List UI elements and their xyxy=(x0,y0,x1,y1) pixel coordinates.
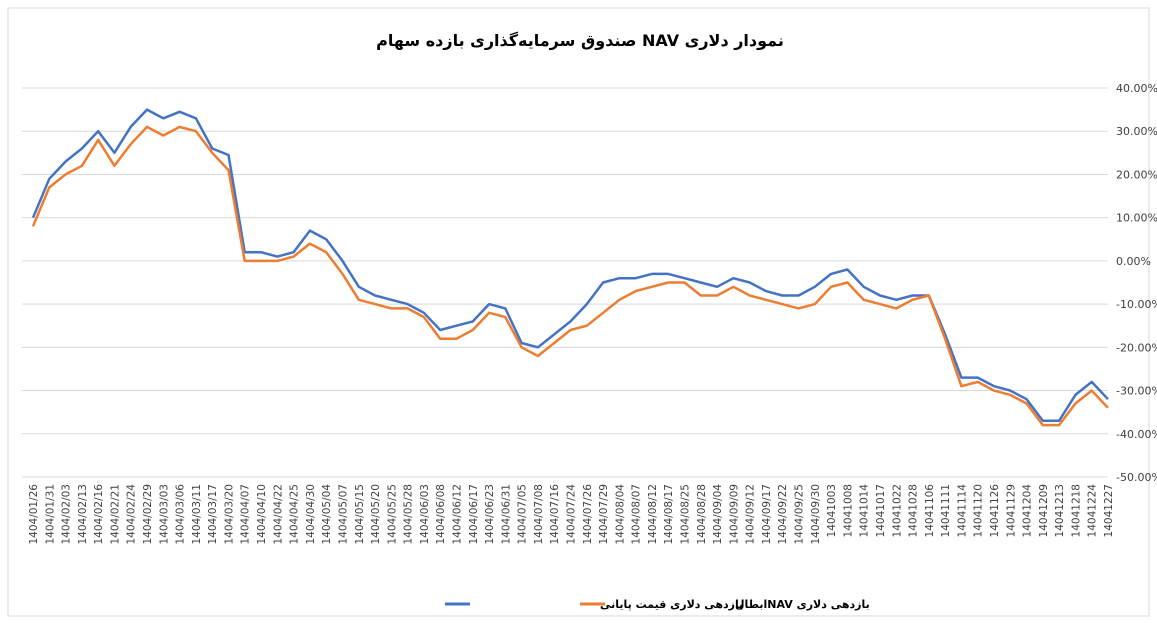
y-tick-label: -20.00% xyxy=(1116,341,1157,354)
x-tick-label: 1404/09/17 xyxy=(761,484,773,545)
x-tick-label: 1404/04/10 xyxy=(256,484,268,545)
x-tick-label: 1404/07/16 xyxy=(549,484,561,545)
x-tick-label: 14041209 xyxy=(1038,484,1050,537)
y-tick-label: -50.00% xyxy=(1116,471,1157,484)
x-tick-label: 1404/08/17 xyxy=(663,484,675,545)
x-tick-label: 1404/07/05 xyxy=(517,484,529,545)
x-tick-label: 14041017 xyxy=(875,484,887,537)
x-tick-label: 1404/05/28 xyxy=(403,484,415,545)
chart-title: نمودار دلاری NAV صندوق سرمایه‌گذاری بازد… xyxy=(376,31,784,50)
x-tick-label: 14041120 xyxy=(973,484,985,537)
x-tick-label: 1404/08/12 xyxy=(647,484,659,545)
x-tick-label: 14041218 xyxy=(1070,484,1082,537)
x-tick-label: 1404/09/04 xyxy=(712,484,724,545)
x-tick-label: 1404/02/21 xyxy=(109,484,121,545)
y-tick-label: 10.00% xyxy=(1116,212,1157,225)
x-tick-label: 1404/04/07 xyxy=(240,484,252,545)
legend-label: بازدهی دلاری قیمت پایانی xyxy=(600,598,743,611)
x-tick-label: 1404/05/20 xyxy=(370,484,382,545)
x-tick-label: 14041003 xyxy=(826,484,838,537)
series-line xyxy=(31,125,1109,427)
x-tick-label: 14041014 xyxy=(859,484,871,538)
x-tick-label: 1404/06/03 xyxy=(419,484,431,545)
x-tick-label: 1404/04/25 xyxy=(289,484,301,545)
x-tick-label: 14041126 xyxy=(989,484,1001,538)
x-tick-label: 1404/09/09 xyxy=(728,484,740,545)
y-tick-label: 30.00% xyxy=(1116,125,1157,138)
x-tick-label: 14041111 xyxy=(940,484,952,537)
x-tick-label: 1404/03/06 xyxy=(175,484,187,545)
x-tick-label: 1404/09/22 xyxy=(777,484,789,545)
y-tick-label: 0.00% xyxy=(1116,255,1151,268)
x-tick-label: 1404/03/11 xyxy=(191,484,203,545)
x-tick-label: 1404/06/31 xyxy=(500,484,512,545)
x-tick-label: 14041114 xyxy=(956,484,968,538)
x-tick-label: 1404/02/16 xyxy=(93,484,105,545)
y-tick-label: -30.00% xyxy=(1116,385,1157,398)
x-tick-label: 1404/08/07 xyxy=(631,484,643,545)
x-tick-label: 14041224 xyxy=(1087,484,1099,538)
x-tick-label: 1404/09/12 xyxy=(745,484,757,545)
x-tick-label: 14041028 xyxy=(908,484,920,537)
x-tick-label: 1404/05/04 xyxy=(321,484,333,545)
x-tick-label: 1404/02/03 xyxy=(61,484,73,545)
x-tick-label: 1404/02/29 xyxy=(142,484,154,545)
x-tick-label: 1404/05/15 xyxy=(354,484,366,545)
x-tick-label: 1404/07/24 xyxy=(566,484,578,545)
x-tick-label: 1404/06/12 xyxy=(451,484,463,545)
x-tick-label: 14041204 xyxy=(1022,484,1034,538)
x-tick-label: 14041008 xyxy=(842,484,854,537)
x-tick-label: 1404/07/29 xyxy=(598,484,610,545)
x-tick-label: 1404/05/07 xyxy=(337,484,349,545)
x-tick-label: 1404/08/28 xyxy=(696,484,708,545)
x-tick-label: 1404/02/13 xyxy=(77,484,89,545)
x-tick-label: 1404/02/24 xyxy=(126,484,138,545)
y-tick-label: 40.00% xyxy=(1116,82,1157,95)
x-tick-label: 1404/01/26 xyxy=(28,484,40,545)
x-tick-label: 1404/08/25 xyxy=(680,484,692,545)
x-tick-label: 1404/04/30 xyxy=(305,484,317,545)
x-tick-label: 1404/01/31 xyxy=(44,484,56,545)
x-tick-label: 14041129 xyxy=(1005,484,1017,537)
x-tick-label: 1404/04/22 xyxy=(272,484,284,545)
legend-label: بازدهی دلاری NAVابطال xyxy=(735,598,870,611)
x-tick-label: 1404/06/08 xyxy=(435,484,447,545)
x-tick-label: 14041022 xyxy=(891,484,903,537)
y-tick-label: -10.00% xyxy=(1116,298,1157,311)
y-tick-label: -40.00% xyxy=(1116,428,1157,441)
x-tick-label: 1404/03/03 xyxy=(158,484,170,545)
x-tick-label: 1404/06/23 xyxy=(484,484,496,545)
x-tick-label: 14041227 xyxy=(1103,484,1115,537)
x-tick-label: 1404/05/25 xyxy=(386,484,398,545)
x-tick-label: 1404/09/25 xyxy=(794,484,806,545)
x-tick-label: 1404/03/20 xyxy=(223,484,235,545)
x-tick-label: 14041213 xyxy=(1054,484,1066,537)
x-tick-label: 1404/06/17 xyxy=(468,484,480,545)
x-tick-label: 1404/09/30 xyxy=(810,484,822,545)
x-tick-label: 14041106 xyxy=(924,484,936,538)
x-tick-label: 1404/07/08 xyxy=(533,484,545,545)
x-tick-label: 1404/08/04 xyxy=(614,484,626,545)
y-tick-label: 20.00% xyxy=(1116,168,1157,181)
x-tick-label: 1404/07/26 xyxy=(582,484,594,545)
x-tick-label: 1404/03/17 xyxy=(207,484,219,545)
